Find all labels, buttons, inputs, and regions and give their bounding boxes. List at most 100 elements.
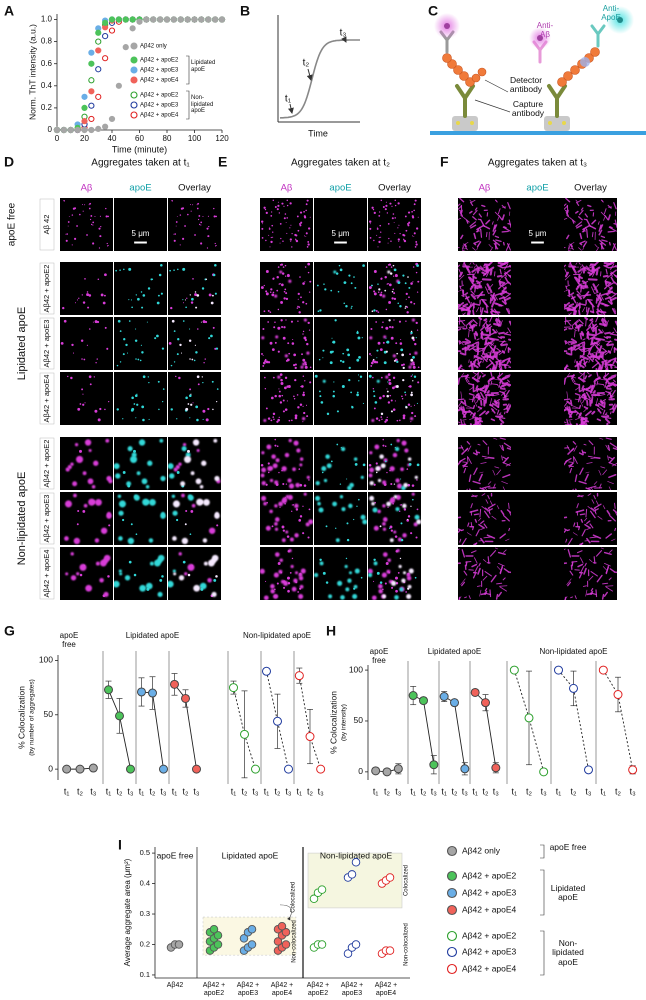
- fluorescent-spot: [119, 361, 122, 363]
- fibril: [596, 311, 600, 315]
- y-tick-label: 50: [354, 715, 364, 725]
- fluorescent-spot: [175, 225, 177, 227]
- fluorescent-spot: [309, 216, 311, 218]
- fluorescent-spot: [411, 215, 414, 218]
- fluorescent-spot: [372, 388, 375, 390]
- fluorescent-spot: [72, 207, 75, 210]
- fibril: [460, 319, 466, 326]
- fluorescent-spot: [369, 451, 373, 455]
- data-point: [81, 118, 88, 125]
- fluorescent-spot: [332, 501, 337, 507]
- fluorescent-spot: [288, 419, 291, 422]
- fluorescent-spot: [284, 354, 288, 358]
- fluorescent-spot: [400, 467, 404, 472]
- fluorescent-spot: [275, 335, 279, 339]
- fibril: [564, 529, 567, 533]
- data-point: [262, 666, 271, 676]
- fluorescent-spot: [305, 203, 308, 206]
- fibril: [584, 562, 587, 567]
- fluorescent-spot: [393, 530, 397, 534]
- data-point: [351, 940, 361, 949]
- fibril: [496, 350, 501, 355]
- fibril: [598, 224, 602, 232]
- fluorescent-spot: [128, 299, 130, 301]
- micrograph: 5 μm: [511, 198, 564, 251]
- x-tick-label: t₁: [264, 786, 270, 796]
- fluorescent-spot: [94, 538, 100, 543]
- fibril: [464, 377, 468, 383]
- fluorescent-spot: [304, 365, 308, 369]
- fluorescent-spot: [172, 536, 177, 541]
- fibril: [503, 442, 511, 449]
- fluorescent-spot: [190, 471, 195, 476]
- fluorescent-spot: [371, 206, 374, 209]
- fluorescent-spot: [389, 527, 391, 529]
- fibril: [504, 389, 510, 398]
- fluorescent-spot: [350, 391, 352, 394]
- fibril: [590, 457, 595, 460]
- fibril: [583, 266, 593, 273]
- fluorescent-spot: [99, 215, 101, 217]
- fibril: [503, 407, 508, 411]
- fluorescent-spot: [280, 301, 283, 304]
- micrograph-background: [60, 547, 113, 600]
- fibril: [508, 366, 511, 369]
- fibril: [583, 388, 593, 393]
- fluorescent-spot: [272, 416, 275, 418]
- fluorescent-spot: [260, 473, 265, 478]
- fibril: [606, 509, 611, 516]
- fibril: [482, 440, 488, 446]
- fluorescent-spot: [395, 507, 400, 512]
- fibril: [479, 471, 484, 474]
- fibril: [600, 362, 605, 370]
- fluorescent-spot: [212, 273, 216, 277]
- fluorescent-spot: [175, 465, 180, 470]
- fluorescent-spot: [385, 266, 388, 268]
- fluorescent-spot: [298, 311, 301, 314]
- data-point: [240, 729, 249, 739]
- fibril: [472, 358, 479, 363]
- fibril: [577, 199, 582, 203]
- fibril: [590, 487, 594, 490]
- fluorescent-spot: [285, 319, 287, 321]
- fibril: [484, 571, 492, 577]
- fibril: [459, 289, 463, 292]
- y-tick-label: 0.8: [41, 37, 53, 46]
- fluorescent-spot: [380, 463, 386, 469]
- fibril: [607, 214, 611, 221]
- fibril: [477, 443, 481, 446]
- fluorescent-spot: [141, 306, 144, 309]
- fibril: [472, 319, 478, 325]
- fluorescent-spot: [184, 523, 187, 526]
- fluorescent-spot: [348, 274, 351, 277]
- fluorescent-spot: [390, 240, 392, 242]
- fluorescent-spot: [286, 217, 289, 219]
- fibril: [481, 506, 489, 512]
- fluorescent-spot: [319, 395, 322, 398]
- fibril: [480, 354, 488, 363]
- fluorescent-spot: [66, 233, 68, 235]
- fluorescent-spot: [392, 502, 394, 505]
- data-point: [137, 687, 146, 697]
- x-tick-label: Aβ42 + apoE2: [306, 982, 330, 997]
- fluorescent-spot: [417, 381, 420, 384]
- fluorescent-spot: [267, 309, 270, 312]
- fluorescent-spot: [70, 575, 77, 581]
- data-point: [115, 711, 124, 721]
- fibril: [479, 508, 482, 518]
- micrograph: [458, 198, 511, 251]
- fluorescent-spot: [270, 419, 273, 422]
- fibril: [564, 218, 568, 220]
- fluorescent-spot: [88, 449, 92, 453]
- capture-antibody: [455, 84, 475, 118]
- group-title: Lipidated apoE: [222, 850, 279, 860]
- fibril: [566, 578, 572, 585]
- data-point: [613, 690, 623, 700]
- data-point: [218, 16, 226, 23]
- fluorescent-spot: [288, 352, 291, 355]
- fibril: [478, 350, 482, 353]
- fluorescent-spot: [414, 199, 417, 202]
- fluorescent-spot: [140, 291, 143, 293]
- fluorescent-spot: [278, 416, 280, 418]
- legend-bracket: [186, 90, 190, 120]
